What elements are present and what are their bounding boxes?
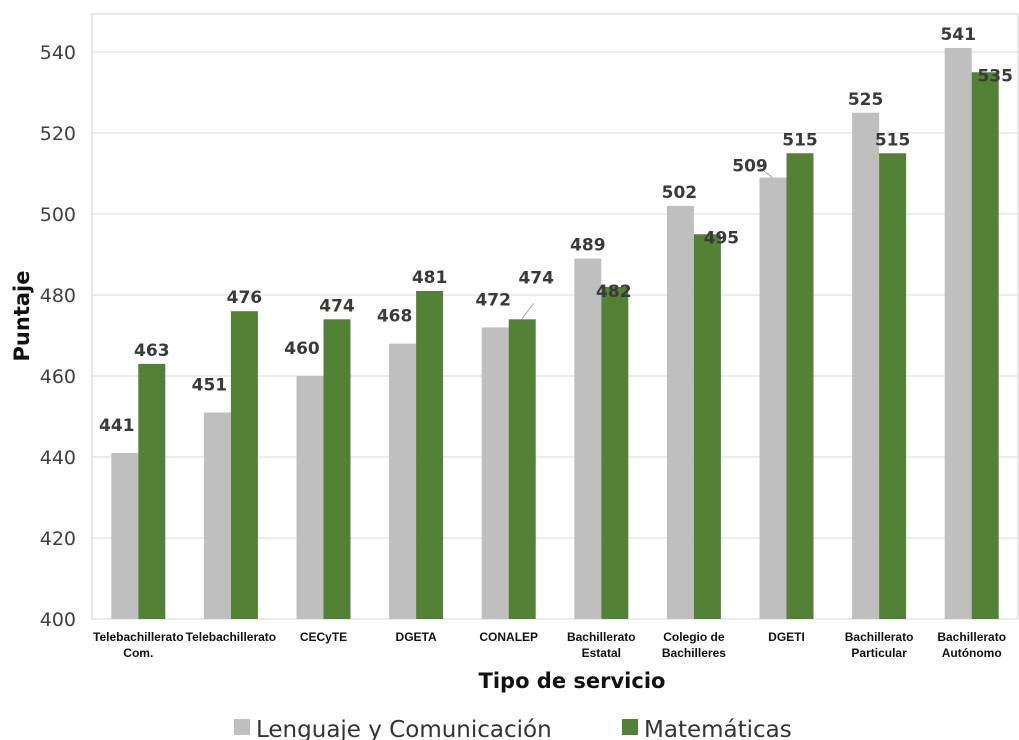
y-axis-title: Puntaje <box>10 271 34 362</box>
bar-matematicas <box>879 153 907 619</box>
bars <box>111 47 999 620</box>
x-tick-label: Telebachillerato Com. <box>93 630 183 660</box>
data-label: 525 <box>848 90 884 110</box>
data-label: 541 <box>940 25 976 45</box>
x-axis-title: Tipo de servicio <box>479 669 666 693</box>
bar-lenguaje <box>666 205 694 619</box>
bar-lenguaje <box>574 258 602 619</box>
leader-line <box>521 302 535 320</box>
x-tick-label: CONALEP <box>479 630 538 644</box>
x-tick-label: Bachillerato Estatal <box>567 630 636 660</box>
data-label: 495 <box>704 228 740 248</box>
data-label: 502 <box>662 183 698 203</box>
data-label: 482 <box>596 282 632 302</box>
bar-lenguaje <box>389 343 417 619</box>
bar-lenguaje <box>296 376 324 619</box>
bar-lenguaje <box>759 177 787 620</box>
legend-swatch-matematicas <box>622 719 638 735</box>
leader-line <box>756 165 773 178</box>
bar-lenguaje <box>111 452 139 619</box>
label-leader-lines <box>521 165 773 320</box>
x-tick-label: Telebachillerato <box>186 630 276 644</box>
bar-lenguaje <box>852 112 880 619</box>
x-tick-label: Colegio de Bachilleres <box>662 630 726 660</box>
data-label: 451 <box>192 375 228 395</box>
bar-matematicas <box>416 290 444 619</box>
bar-matematicas <box>601 286 629 619</box>
data-label: 474 <box>518 268 554 288</box>
data-label: 515 <box>782 130 818 150</box>
data-labels: 441 463 451 476 460 474 468 481 472 474 489 482 502 4… <box>99 25 1013 436</box>
bar-lenguaje <box>203 412 231 619</box>
data-label: 460 <box>284 339 320 359</box>
x-tick-label: DGETA <box>396 630 437 644</box>
x-tick-label: Bachillerato Particular <box>845 630 914 660</box>
data-label: 472 <box>475 290 511 310</box>
legend-label-matematicas: Matemáticas <box>644 717 792 740</box>
bar-matematicas <box>786 153 814 619</box>
bar-matematicas <box>508 319 536 619</box>
legend-swatch-lenguaje <box>234 719 250 735</box>
y-tick-label: 460 <box>40 366 76 388</box>
x-axis-categories: Telebachillerato Com.Telebachillerato CECy… <box>93 630 1006 660</box>
x-tick-label: DGETI <box>768 630 805 644</box>
bar-lenguaje <box>481 327 509 619</box>
y-tick-label: 420 <box>40 528 76 550</box>
data-label: 535 <box>977 66 1013 86</box>
y-tick-label: 400 <box>40 609 76 631</box>
data-label: 476 <box>227 288 263 308</box>
y-tick-label: 520 <box>40 123 76 145</box>
legend: Lenguaje y Comunicación Matemáticas <box>234 717 792 740</box>
y-tick-label: 500 <box>40 204 76 226</box>
data-label: 474 <box>319 296 355 316</box>
data-label: 468 <box>377 307 413 327</box>
data-label: 481 <box>412 268 448 288</box>
bar-matematicas <box>323 319 351 619</box>
bar-matematicas <box>693 234 721 619</box>
y-tick-label: 480 <box>40 285 76 307</box>
x-tick-label: CECyTE <box>300 630 347 644</box>
data-label: 515 <box>875 130 911 150</box>
data-label: 489 <box>570 236 606 256</box>
bar-matematicas <box>230 311 258 619</box>
y-tick-label: 440 <box>40 447 76 469</box>
data-label: 463 <box>134 341 170 361</box>
y-tick-label: 540 <box>40 42 76 64</box>
bar-matematicas <box>138 363 166 619</box>
data-label: 441 <box>99 416 135 436</box>
y-axis-ticks: 400 420 440 460 480 500 520 540 <box>40 42 76 631</box>
data-label: 509 <box>732 157 768 177</box>
legend-label-lenguaje: Lenguaje y Comunicación <box>256 717 552 740</box>
bar-lenguaje <box>944 47 972 619</box>
x-tick-label: Bachillerato Autónomo <box>937 630 1006 660</box>
bar-matematicas <box>971 72 999 619</box>
